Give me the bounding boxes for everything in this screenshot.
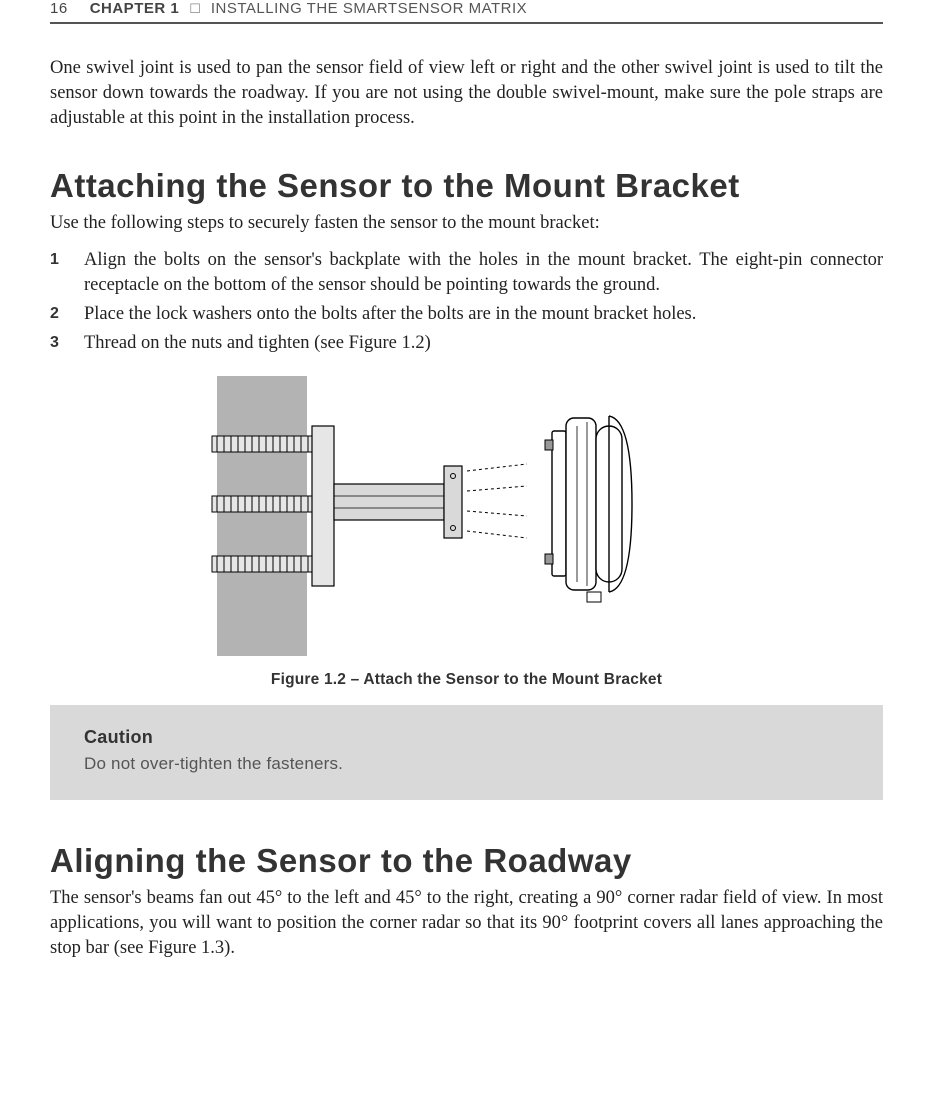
steps-list: Align the bolts on the sensor's backplat… — [50, 248, 883, 356]
section1-intro: Use the following steps to securely fast… — [50, 211, 883, 236]
chapter-label: CHAPTER 1 — [90, 0, 180, 17]
chapter-title: INSTALLING THE SMARTSENSOR MATRIX — [211, 0, 527, 17]
chapter-separator: ☐ — [189, 1, 201, 16]
section1-heading: Attaching the Sensor to the Mount Bracke… — [50, 167, 883, 205]
page-header: 16 CHAPTER 1 ☐ INSTALLING THE SMARTSENSO… — [50, 0, 883, 24]
step-item: Thread on the nuts and tighten (see Figu… — [50, 331, 883, 356]
figure-illustration — [157, 376, 777, 661]
intro-paragraph: One swivel joint is used to pan the sens… — [50, 56, 883, 131]
caution-text: Do not over-tighten the fasteners. — [84, 754, 849, 774]
section2-heading: Aligning the Sensor to the Roadway — [50, 842, 883, 880]
caution-title: Caution — [84, 727, 849, 748]
chapter-info: CHAPTER 1 ☐ INSTALLING THE SMARTSENSOR M… — [90, 0, 527, 18]
step-item: Place the lock washers onto the bolts af… — [50, 302, 883, 327]
section2-body: The sensor's beams fan out 45° to the le… — [50, 886, 883, 961]
page-number: 16 — [50, 0, 68, 17]
step-item: Align the bolts on the sensor's backplat… — [50, 248, 883, 298]
figure-caption: Figure 1.2 – Attach the Sensor to the Mo… — [50, 671, 883, 689]
caution-box: Caution Do not over-tighten the fastener… — [50, 705, 883, 800]
figure-1-2: Figure 1.2 – Attach the Sensor to the Mo… — [50, 376, 883, 689]
